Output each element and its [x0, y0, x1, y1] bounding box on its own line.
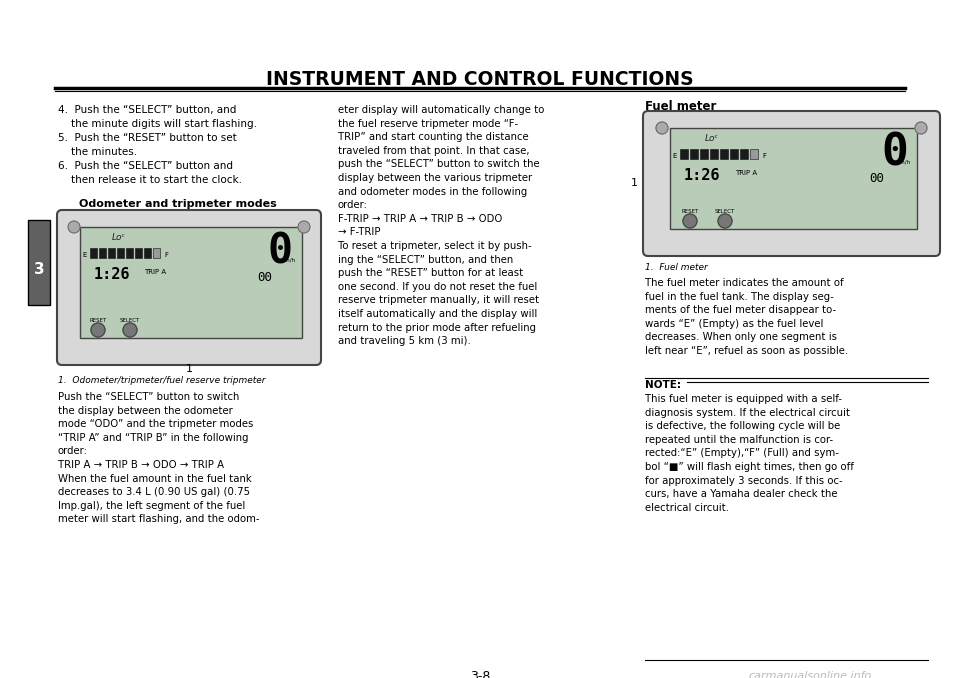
Text: 00: 00 [869, 172, 884, 185]
Text: 1:26: 1:26 [684, 168, 721, 183]
Text: Loᶜ: Loᶜ [112, 233, 126, 242]
Circle shape [91, 323, 105, 337]
Text: 0: 0 [881, 132, 908, 175]
Bar [700, 149, 708, 159]
Bar [99, 248, 106, 258]
Text: 00: 00 [257, 271, 272, 284]
Bar [720, 149, 728, 159]
Bar [730, 149, 738, 159]
Bar [108, 248, 115, 258]
Bar [126, 248, 133, 258]
Text: E: E [83, 252, 87, 258]
Text: 5.  Push the “RESET” button to set
    the minutes.: 5. Push the “RESET” button to set the mi… [58, 133, 237, 157]
Text: RESET: RESET [682, 209, 699, 214]
Text: 6.  Push the “SELECT” button and
    then release it to start the clock.: 6. Push the “SELECT” button and then rel… [58, 161, 242, 184]
FancyBboxPatch shape [643, 111, 940, 256]
Text: RESET: RESET [89, 318, 107, 323]
FancyBboxPatch shape [28, 220, 50, 305]
Text: km/h: km/h [282, 257, 296, 262]
Bar [670, 128, 917, 229]
Circle shape [68, 221, 80, 233]
Text: 1:26: 1:26 [94, 267, 131, 282]
Text: 0: 0 [268, 231, 293, 273]
Text: Fuel meter: Fuel meter [645, 100, 716, 113]
Text: F: F [164, 252, 168, 258]
Text: 1.  Fuel meter: 1. Fuel meter [645, 263, 708, 272]
Text: 4.  Push the “SELECT” button, and
    the minute digits will start flashing.: 4. Push the “SELECT” button, and the min… [58, 105, 257, 129]
Text: E: E [673, 153, 677, 159]
Bar [750, 149, 758, 159]
Bar [690, 149, 698, 159]
Circle shape [298, 221, 310, 233]
Circle shape [718, 214, 732, 228]
Text: 3: 3 [34, 262, 44, 277]
Text: F: F [762, 153, 766, 159]
Text: 1.  Odometer/tripmeter/fuel reserve tripmeter: 1. Odometer/tripmeter/fuel reserve tripm… [58, 376, 266, 385]
Bar [135, 248, 142, 258]
Bar [144, 248, 151, 258]
Text: INSTRUMENT AND CONTROL FUNCTIONS: INSTRUMENT AND CONTROL FUNCTIONS [266, 70, 694, 89]
Text: eter display will automatically change to
the fuel reserve tripmeter mode “F-
TR: eter display will automatically change t… [338, 105, 544, 346]
Text: Push the “SELECT” button to switch
the display between the odometer
mode “ODO” a: Push the “SELECT” button to switch the d… [58, 392, 259, 524]
Circle shape [656, 122, 668, 134]
Text: 1: 1 [185, 364, 193, 374]
Text: NOTE:: NOTE: [645, 380, 681, 390]
Text: Loᶜ: Loᶜ [705, 134, 719, 143]
Bar [153, 248, 160, 258]
Text: SELECT: SELECT [715, 209, 735, 214]
FancyBboxPatch shape [57, 210, 321, 365]
Bar [90, 248, 97, 258]
Text: Odometer and tripmeter modes: Odometer and tripmeter modes [79, 199, 276, 209]
Text: This fuel meter is equipped with a self-
diagnosis system. If the electrical cir: This fuel meter is equipped with a self-… [645, 394, 853, 513]
Circle shape [915, 122, 927, 134]
Bar [740, 149, 748, 159]
Text: km/h: km/h [897, 160, 911, 165]
Text: The fuel meter indicates the amount of
fuel in the fuel tank. The display seg-
m: The fuel meter indicates the amount of f… [645, 278, 848, 356]
Circle shape [123, 323, 137, 337]
Circle shape [683, 214, 697, 228]
Text: 1: 1 [631, 178, 638, 188]
Text: TRIP A: TRIP A [144, 269, 166, 275]
Text: SELECT: SELECT [120, 318, 140, 323]
Text: carmanualsonline.info: carmanualsonline.info [749, 671, 872, 678]
Text: 3-8: 3-8 [469, 670, 491, 678]
Bar [680, 149, 688, 159]
Text: TRIP A: TRIP A [735, 170, 757, 176]
Bar [710, 149, 718, 159]
Bar [117, 248, 124, 258]
Bar [80, 227, 302, 338]
